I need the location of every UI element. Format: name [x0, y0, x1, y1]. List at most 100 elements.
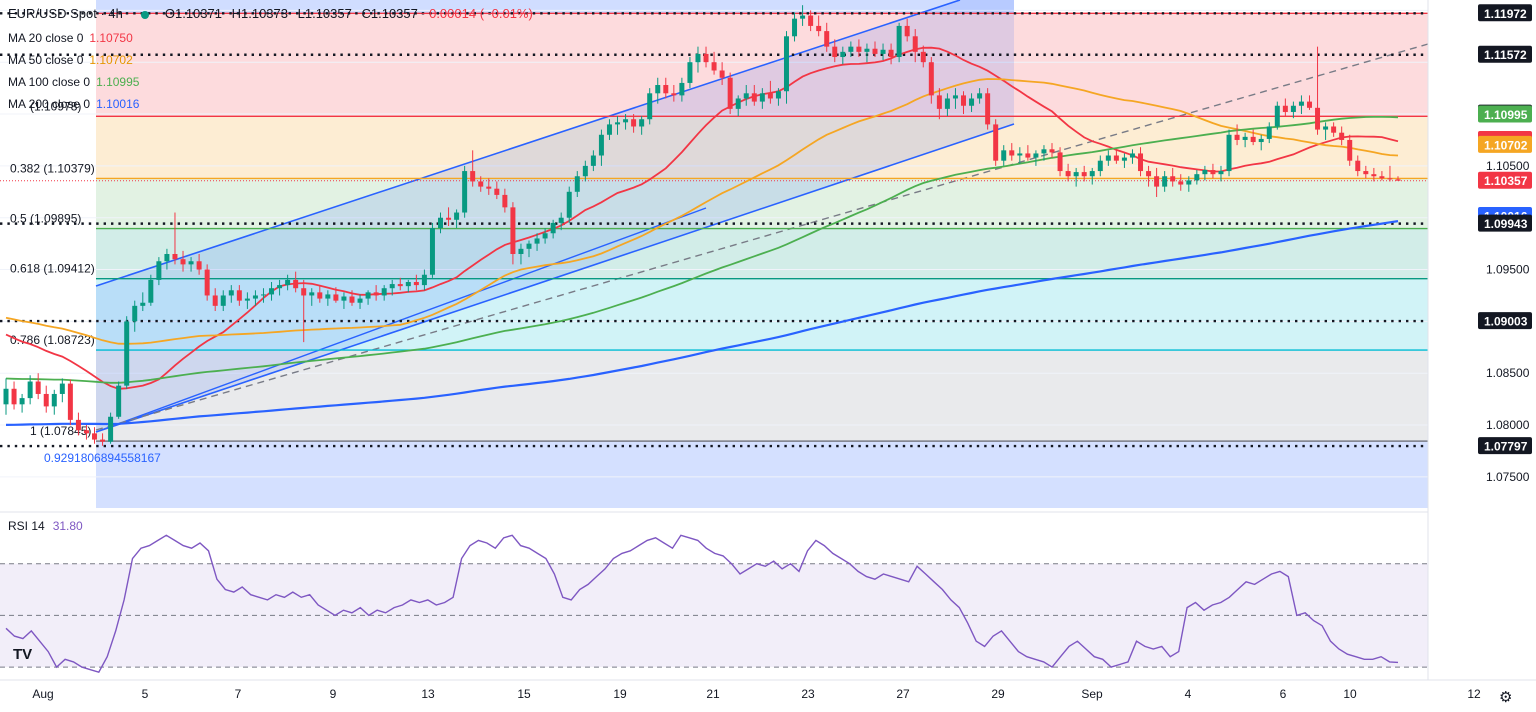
- candle-body: [848, 46, 854, 52]
- candle-body: [655, 85, 661, 94]
- ma-legend-label: MA 100 close 0: [8, 75, 91, 89]
- candle-body: [285, 279, 291, 286]
- candle-body: [952, 95, 958, 99]
- candle-body: [317, 292, 323, 299]
- price-axis[interactable]: 1.07500 1.08000 1.08500 1.09500 1.10500 1.119…: [1427, 0, 1536, 712]
- candle-body: [180, 259, 186, 265]
- candle-body: [1017, 153, 1023, 156]
- price-label-badge: [1478, 312, 1532, 330]
- ma-legend-200[interactable]: MA 200 close 0 1.10016: [8, 97, 139, 111]
- candle-body: [1347, 139, 1353, 161]
- ohlc-close: C1.10357: [361, 6, 418, 21]
- candle-body: [832, 46, 838, 58]
- ma-legend-20[interactable]: MA 20 close 0 1.10750: [8, 31, 133, 45]
- candle-body: [132, 305, 138, 322]
- price-label-text: 1.09003: [1484, 315, 1528, 329]
- candle-body: [502, 194, 508, 208]
- candle-body: [19, 398, 25, 405]
- rsi-legend[interactable]: RSI 14 31.80: [8, 519, 83, 533]
- ma-legend-label: MA 50 close 0: [8, 53, 84, 67]
- candle-body: [1379, 176, 1385, 179]
- candle-body: [341, 296, 347, 301]
- chart-background: [96, 0, 1428, 508]
- tradingview-logo-icon[interactable]: TV: [13, 646, 33, 663]
- time-tick-label: 23: [801, 687, 815, 701]
- candle-body: [1081, 172, 1087, 177]
- ma-legend-100[interactable]: MA 100 close 0 1.10995: [8, 75, 139, 89]
- candle-body: [598, 134, 604, 156]
- rsi-title: RSI 14: [8, 519, 45, 533]
- time-tick-label: 12: [1467, 687, 1481, 701]
- candle-body: [1226, 134, 1232, 172]
- ma100-line: [5, 116, 1399, 384]
- ma-legend-50[interactable]: MA 50 close 0 1.10702: [8, 53, 133, 67]
- ma20-line: [5, 46, 1399, 390]
- moving-average-lines: [5, 46, 1399, 426]
- candle-body: [51, 393, 57, 407]
- price-label-badge: [1478, 437, 1532, 455]
- candle-body: [1121, 157, 1127, 161]
- candle-body: [486, 186, 492, 189]
- gear-icon[interactable]: ⚙: [1499, 689, 1513, 706]
- candle-body: [985, 93, 991, 125]
- time-axis[interactable]: Aug 5 7 9 13 15 19 21 23 27 29 Sep 4 6 10 12: [0, 679, 1536, 701]
- candle-body: [1331, 126, 1337, 133]
- candles-layer[interactable]: [3, 5, 1401, 446]
- candle-body: [582, 165, 588, 177]
- candle-body: [373, 292, 379, 296]
- candle-body: [542, 233, 548, 239]
- candle-body: [977, 93, 983, 99]
- candle-body: [1395, 179, 1401, 181]
- candle-body: [1025, 153, 1031, 158]
- candle-body: [1113, 155, 1119, 161]
- candle-body: [1178, 181, 1184, 185]
- candle-body: [751, 93, 757, 102]
- candle-body: [526, 243, 532, 249]
- candle-body: [606, 124, 612, 135]
- candle-body: [11, 388, 17, 405]
- price-label-text: 1.10357: [1484, 174, 1528, 188]
- time-tick-label: 7: [235, 687, 242, 701]
- candle-body: [663, 85, 669, 94]
- candle-body: [1323, 126, 1329, 130]
- time-tick-label: 21: [706, 687, 720, 701]
- time-tick-label: 9: [330, 687, 337, 701]
- candle-body: [35, 381, 41, 394]
- candle-body: [639, 119, 645, 127]
- symbol-title[interactable]: EUR/USD Spot · 4h: [8, 6, 123, 21]
- candle-body: [116, 385, 122, 417]
- candle-body: [711, 62, 717, 71]
- candle-body: [1355, 160, 1361, 172]
- candle-body: [800, 15, 806, 19]
- candle-body: [1129, 153, 1135, 158]
- candle-body: [100, 439, 106, 442]
- candle-body: [75, 419, 81, 431]
- candle-body: [1242, 136, 1248, 140]
- candle-body: [1105, 155, 1111, 161]
- ma-legend-value: 1.10750: [89, 31, 133, 45]
- candle-body: [172, 254, 178, 260]
- candle-body: [405, 281, 411, 287]
- time-tick-label: 15: [517, 687, 531, 701]
- price-label-text: 1.07797: [1484, 440, 1528, 454]
- candle-body: [1186, 180, 1192, 185]
- candle-body: [1057, 152, 1063, 172]
- candle-body: [446, 217, 452, 220]
- candle-body: [888, 49, 894, 58]
- candle-body: [856, 46, 862, 52]
- candle-body: [1089, 171, 1095, 177]
- candle-body: [429, 228, 435, 275]
- price-label-badge: [1478, 171, 1532, 189]
- time-tick-label: 5: [142, 687, 149, 701]
- candle-body: [43, 393, 49, 407]
- candle-body: [188, 261, 194, 265]
- price-label-text: 1.11972: [1484, 7, 1527, 21]
- candle-body: [615, 122, 621, 125]
- ma-legend-label: MA 20 close 0: [8, 31, 84, 45]
- candle-body: [864, 48, 870, 52]
- ma-legend-value: 1.10995: [96, 75, 140, 89]
- time-tick-label: 6: [1280, 687, 1287, 701]
- candle-body: [783, 36, 789, 92]
